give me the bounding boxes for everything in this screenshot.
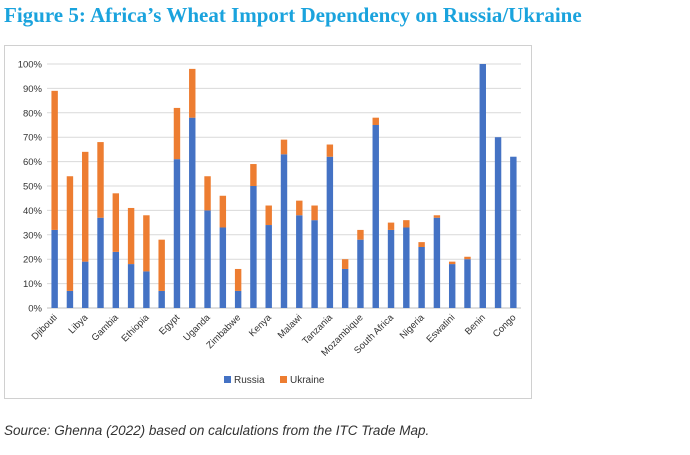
x-tick-label: Egypt	[157, 312, 182, 337]
x-tick-label: Benin	[463, 312, 488, 337]
bar-russia	[387, 229, 395, 308]
bar-russia	[464, 259, 471, 308]
bar-ukraine	[250, 164, 257, 186]
bar-ukraine	[51, 90, 58, 230]
bar-russia	[173, 159, 181, 308]
x-tick-label: Djibouti	[30, 312, 60, 342]
bar-ukraine	[112, 193, 120, 252]
x-tick-label: Kenya	[247, 312, 274, 339]
bar-russia	[433, 217, 441, 308]
x-tick-label: Nigeria	[398, 312, 428, 342]
bar-ukraine	[418, 242, 425, 247]
y-tick-label: 20%	[23, 255, 43, 266]
y-tick-label: 80%	[23, 108, 43, 119]
y-tick-label: 40%	[23, 206, 43, 217]
stacked-bar-chart: 0% 10% 20% 30% 40% 50% 60% 70% 80% 90% 100% Djibou…	[18, 60, 521, 386]
bar-ukraine	[189, 68, 196, 118]
bar-ukraine	[143, 215, 150, 272]
bar-ukraine	[127, 207, 135, 265]
bar-russia	[448, 264, 456, 308]
y-tick-label: 10%	[23, 279, 43, 290]
bar-russia	[296, 215, 303, 308]
bar-ukraine	[97, 142, 104, 218]
x-tick-label: Eswatini	[425, 312, 458, 345]
legend-swatch	[224, 376, 231, 383]
bar-russia	[265, 225, 272, 308]
bar-russia	[418, 247, 425, 308]
bar-ukraine	[372, 117, 379, 125]
bar-russia	[311, 220, 318, 308]
bar-ukraine	[448, 261, 456, 265]
bar-ukraine	[234, 268, 242, 291]
bar-russia	[494, 137, 502, 308]
bar-ukraine	[296, 200, 303, 216]
bar-ukraine	[326, 144, 334, 157]
x-tick-label: Gambia	[90, 312, 122, 344]
bar-russia	[372, 125, 379, 308]
y-axis-ticks: 0% 10% 20% 30% 40% 50% 60% 70% 80% 90% 100%	[18, 60, 43, 315]
bar-russia	[219, 227, 227, 308]
bar-ukraine	[341, 259, 349, 269]
bar-ukraine	[204, 176, 211, 211]
y-tick-label: 70%	[23, 133, 43, 144]
legend-swatch	[280, 376, 287, 383]
x-tick-label: Ethiopia	[119, 312, 152, 345]
bar-ukraine	[265, 205, 272, 226]
bar-russia	[341, 268, 349, 308]
bar-ukraine	[403, 220, 410, 228]
bar-ukraine	[464, 256, 471, 260]
y-tick-label: 0%	[28, 304, 42, 315]
bar-russia	[97, 217, 104, 308]
bar-ukraine	[219, 195, 227, 228]
y-tick-label: 50%	[23, 182, 43, 193]
bar-russia	[479, 64, 486, 308]
bar-russia	[234, 290, 242, 308]
figure-title: Figure 5: Africa’s Wheat Import Dependen…	[4, 3, 582, 27]
bar-russia	[143, 271, 150, 308]
bar-russia	[280, 154, 288, 308]
bar-russia	[82, 261, 89, 308]
y-tick-label: 100%	[18, 60, 43, 71]
x-tick-label: Malawi	[276, 312, 305, 341]
bar-ukraine	[387, 222, 395, 230]
x-tick-label: Congo	[491, 312, 519, 340]
x-tick-label: Libya	[67, 312, 91, 336]
y-tick-label: 30%	[23, 230, 43, 241]
bars	[51, 64, 517, 309]
bar-russia	[51, 229, 58, 308]
y-tick-label: 60%	[23, 157, 43, 168]
bar-ukraine	[158, 239, 165, 291]
y-tick-label: 90%	[23, 84, 43, 95]
bar-ukraine	[173, 107, 181, 160]
legend-label: Ukraine	[290, 375, 325, 386]
bar-russia	[127, 264, 135, 308]
bar-russia	[326, 156, 334, 308]
bar-ukraine	[82, 151, 89, 262]
bar-ukraine	[66, 176, 74, 291]
bar-ukraine	[311, 205, 318, 221]
bar-ukraine	[357, 229, 364, 240]
bar-russia	[357, 239, 364, 308]
bar-russia	[510, 156, 517, 308]
bar-russia	[189, 117, 196, 309]
source-note: Source: Ghenna (2022) based on calculati…	[4, 423, 430, 438]
bar-russia	[204, 210, 211, 308]
bar-russia	[403, 227, 410, 308]
legend: Russia Ukraine	[224, 375, 325, 386]
chart-frame: 0% 10% 20% 30% 40% 50% 60% 70% 80% 90% 100% Djibou…	[4, 45, 532, 399]
bar-ukraine	[433, 215, 441, 218]
bar-russia	[250, 186, 257, 308]
legend-label: Russia	[234, 375, 265, 386]
bar-russia	[112, 251, 120, 308]
bar-russia	[66, 290, 74, 308]
bar-ukraine	[280, 139, 288, 155]
bar-russia	[158, 290, 165, 308]
